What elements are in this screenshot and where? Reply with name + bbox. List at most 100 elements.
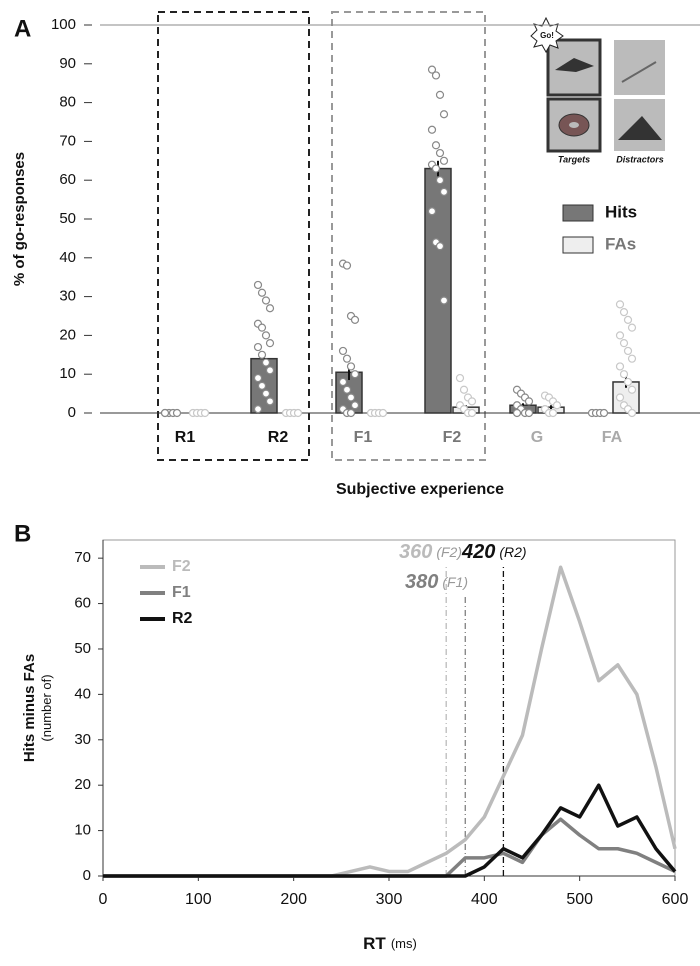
- data-point: [253, 342, 263, 352]
- data-point: [431, 71, 441, 80]
- data-point: [548, 408, 558, 418]
- x-axis-title: Subjective experience: [336, 481, 504, 498]
- donut-hole: [569, 122, 579, 128]
- y-tick-label: 0: [83, 867, 91, 884]
- data-point: [623, 377, 633, 387]
- x-axis-title: RT (ms): [363, 934, 417, 953]
- data-point: [427, 65, 437, 74]
- panel-label: A: [14, 15, 31, 42]
- y-axis-title-sub: (number of): [39, 674, 54, 741]
- y-tick-label: 10: [74, 822, 91, 839]
- target-image: [546, 38, 602, 97]
- data-point: [619, 370, 629, 379]
- data-point: [459, 385, 469, 394]
- data-point: [439, 296, 449, 305]
- data-point: [524, 397, 534, 406]
- data-point: [265, 366, 275, 375]
- legend-label: FAs: [605, 234, 636, 253]
- data-point: [623, 315, 633, 324]
- data-point: [615, 362, 625, 371]
- y-tick-label: 70: [74, 549, 91, 566]
- data-point: [524, 408, 534, 418]
- data-point: [455, 373, 465, 383]
- badge-text: Go!: [540, 31, 554, 40]
- legend-swatch: [562, 204, 594, 222]
- data-point: [350, 401, 360, 410]
- annotation-label: (R2): [499, 544, 526, 560]
- data-point: [599, 408, 609, 418]
- data-point: [265, 397, 275, 406]
- data-point: [439, 187, 449, 196]
- data-point: [431, 164, 441, 173]
- data-point: [435, 242, 445, 251]
- group-box: [157, 11, 310, 461]
- data-point: [427, 125, 437, 134]
- y-tick-label: 50: [59, 210, 76, 227]
- legend-label: F2: [172, 558, 191, 575]
- data-point: [172, 408, 182, 418]
- data-point: [627, 408, 637, 418]
- data-point: [619, 339, 629, 348]
- y-tick-label: 70: [59, 132, 76, 149]
- data-point: [435, 176, 445, 185]
- data-point: [261, 389, 271, 398]
- data-point: [160, 408, 170, 418]
- data-point: [342, 385, 352, 394]
- eagle-icon: [555, 58, 594, 72]
- data-point: [435, 90, 445, 99]
- group-box: [331, 11, 486, 461]
- x-tick-label: 100: [185, 891, 212, 908]
- pencil-icon: [621, 61, 657, 83]
- legend-label: Hits: [605, 202, 637, 221]
- y-tick-label: 0: [68, 404, 76, 421]
- annotation-label: (F1): [442, 574, 468, 590]
- data-point: [615, 331, 625, 340]
- annotation: 420 (R2): [461, 541, 527, 563]
- data-point: [265, 339, 275, 348]
- data-point: [257, 350, 267, 359]
- y-tick-label: 20: [59, 326, 76, 343]
- data-point: [467, 397, 477, 406]
- data-point: [338, 377, 348, 387]
- data-point: [431, 141, 441, 150]
- annotation-value: 360: [399, 541, 432, 563]
- data-point: [435, 148, 445, 158]
- y-axis-title-main: Hits minus FAs: [21, 654, 38, 762]
- annotation: 380 (F1): [405, 571, 468, 593]
- data-point: [439, 156, 449, 165]
- y-tick-label: 80: [59, 94, 76, 111]
- data-point: [257, 288, 267, 297]
- data-point: [342, 354, 352, 363]
- y-tick-label: 20: [74, 776, 91, 793]
- x-tick-label: R2: [268, 429, 289, 446]
- data-point: [615, 393, 625, 402]
- data-point: [265, 304, 275, 313]
- data-point: [627, 323, 637, 332]
- data-point: [627, 354, 637, 363]
- data-point: [253, 373, 263, 383]
- annotation: 360 (F2): [399, 541, 462, 563]
- x-tick-label: 400: [471, 891, 498, 908]
- y-tick-label: 100: [51, 16, 76, 33]
- data-point: [261, 331, 271, 340]
- data-point: [346, 393, 356, 402]
- pyramid-icon: [618, 116, 662, 140]
- y-axis-title: % of go-responses: [11, 152, 28, 286]
- y-tick-label: 40: [59, 249, 76, 266]
- legend-swatch: [562, 236, 594, 254]
- data-point: [338, 346, 348, 356]
- y-tick-label: 60: [74, 595, 91, 612]
- x-tick-label: R1: [175, 429, 196, 446]
- data-point: [257, 323, 267, 332]
- x-tick-label: G: [531, 429, 543, 446]
- y-tick-label: 60: [59, 171, 76, 188]
- x-tick-label: FA: [602, 429, 623, 446]
- data-point: [439, 110, 449, 119]
- y-tick-label: 90: [59, 55, 76, 72]
- x-tick-label: 600: [662, 891, 689, 908]
- data-point: [467, 408, 477, 418]
- data-point: [261, 358, 271, 367]
- legend-label: R2: [172, 610, 193, 627]
- data-point: [512, 408, 522, 418]
- x-axis-title-main: RT: [363, 934, 386, 953]
